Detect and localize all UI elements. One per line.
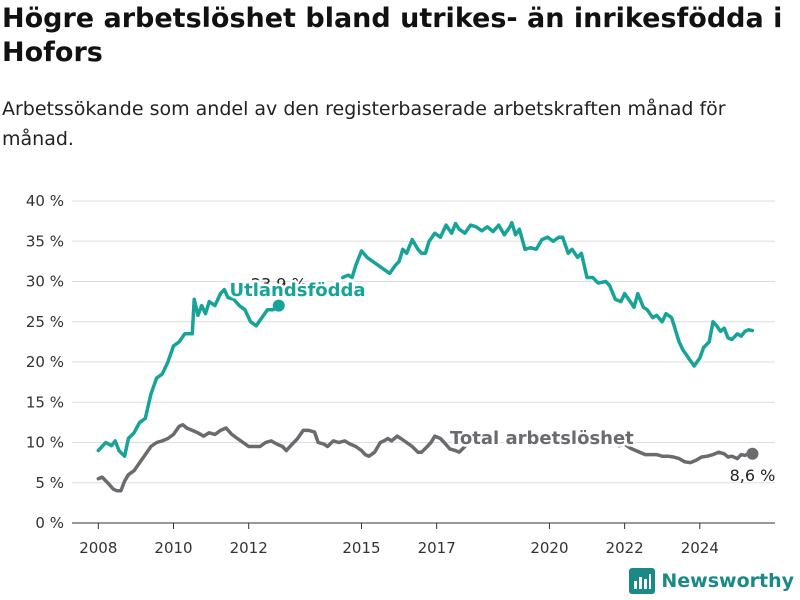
x-tick-label: 2008 (79, 539, 117, 557)
end-label-total: 8,6 % (730, 466, 776, 485)
x-tick-label: 2020 (530, 539, 568, 557)
x-tick-label: 2010 (154, 539, 192, 557)
brand-name: Newsworthy (661, 570, 794, 592)
y-tick-label: 40 % (26, 192, 64, 210)
y-tick-label: 10 % (26, 434, 64, 452)
end-point-utlandsfodda (272, 299, 285, 312)
y-tick-label: 5 % (35, 474, 64, 492)
x-tick-label: 2017 (418, 539, 456, 557)
y-tick-label: 0 % (35, 514, 64, 532)
y-tick-label: 35 % (26, 232, 64, 250)
series-label-utlandsfodda: Utlandsfödda (230, 280, 366, 301)
bar-chart-logo-icon (629, 568, 656, 594)
x-tick-label: 2024 (681, 539, 719, 557)
series-line-total (617, 442, 755, 465)
newsworthy-logo: Newsworthy (629, 568, 794, 594)
chart-subtitle: Arbetssökande som andel av den registerb… (2, 98, 726, 150)
y-tick-label: 15 % (26, 393, 64, 411)
y-tick-label: 20 % (26, 353, 64, 371)
series-line-utlandsfodda (96, 287, 281, 458)
end-label-utlandsfodda: 23,9 % (251, 275, 307, 294)
y-tick-label: 30 % (26, 273, 64, 291)
series-line-total (96, 423, 467, 493)
series-line-utlandsfodda (340, 220, 755, 368)
x-tick-label: 2022 (606, 539, 644, 557)
x-tick-label: 2015 (342, 539, 380, 557)
x-tick-label: 2012 (230, 539, 268, 557)
y-tick-label: 25 % (26, 313, 64, 331)
end-point-total (746, 447, 759, 460)
chart-title: Högre arbetslöshet bland utrikes- än inr… (2, 3, 783, 68)
series-label-total: Total arbetslöshet (450, 428, 634, 449)
